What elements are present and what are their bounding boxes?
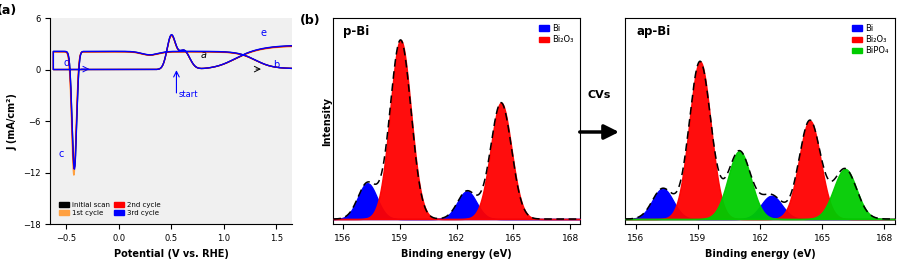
X-axis label: Potential (V vs. RHE): Potential (V vs. RHE) — [114, 249, 228, 259]
Text: b: b — [273, 60, 279, 70]
Y-axis label: Intensity: Intensity — [322, 97, 331, 146]
Text: CVs: CVs — [588, 90, 611, 100]
Legend: Bi, Bi₂O₃, BiPO₄: Bi, Bi₂O₃, BiPO₄ — [850, 23, 890, 57]
X-axis label: Binding energy (eV): Binding energy (eV) — [401, 249, 512, 259]
Text: d: d — [64, 58, 70, 68]
X-axis label: Binding energy (eV): Binding energy (eV) — [705, 249, 815, 259]
Text: e: e — [260, 28, 267, 38]
Text: a: a — [201, 50, 206, 60]
Legend: initial scan, 1st cycle, 2nd cycle, 3rd cycle: initial scan, 1st cycle, 2nd cycle, 3rd … — [56, 199, 163, 219]
Y-axis label: J (mA/cm²): J (mA/cm²) — [7, 93, 17, 150]
Legend: Bi, Bi₂O₃: Bi, Bi₂O₃ — [538, 23, 575, 46]
Text: (a): (a) — [0, 4, 17, 17]
Text: start: start — [179, 90, 198, 100]
Text: (b): (b) — [299, 14, 320, 27]
Text: ap-Bi: ap-Bi — [636, 25, 670, 38]
Text: c: c — [58, 149, 64, 159]
Text: p-Bi: p-Bi — [343, 25, 370, 38]
